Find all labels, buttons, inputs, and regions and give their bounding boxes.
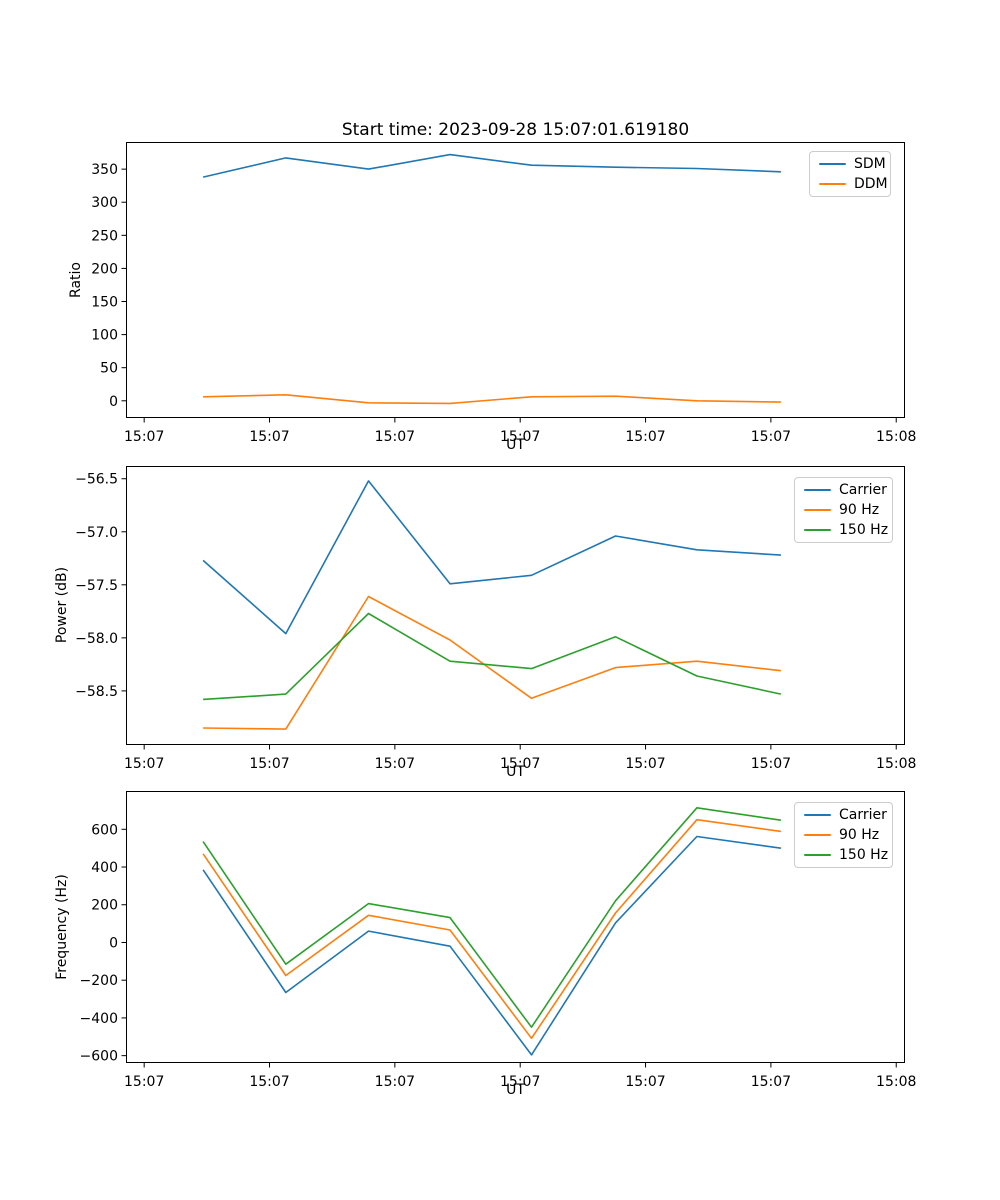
legend-label: Carrier <box>839 482 887 498</box>
x-tick-label: 15:07 <box>500 429 540 445</box>
y-tick-label: −56.5 <box>75 472 118 488</box>
legend-line-sample <box>804 509 831 511</box>
x-tick-label: 15:07 <box>625 756 665 772</box>
x-tick-label: 15:07 <box>124 429 164 445</box>
legend-entry: 90 Hz <box>795 827 892 843</box>
y-tick-label: −57.5 <box>75 578 118 594</box>
series-line-90-hz <box>203 595 781 730</box>
series-line-150-hz <box>202 806 782 1028</box>
legend-entry: 150 Hz <box>795 847 892 863</box>
legend-line-sample <box>804 489 831 491</box>
legend-entry: SDM <box>810 156 890 172</box>
y-tick-label: −57.0 <box>75 525 118 541</box>
y-axis-label: Power (dB) <box>54 566 70 644</box>
y-tick-label: 200 <box>91 898 118 914</box>
y-tick-label: 100 <box>91 328 118 344</box>
x-tick-label: 15:07 <box>124 1074 164 1090</box>
y-tick-label: 50 <box>100 361 118 377</box>
y-tick-label: 400 <box>91 860 118 876</box>
x-axis-label: UT <box>506 764 525 780</box>
x-tick-label: 15:07 <box>375 1074 415 1090</box>
x-tick-label: 15:07 <box>751 429 791 445</box>
x-tick-label: 15:07 <box>751 1074 791 1090</box>
legend-line-sample <box>804 834 831 836</box>
legend-label: DDM <box>854 176 888 192</box>
y-tick-label: 600 <box>91 822 118 838</box>
y-tick-label: 150 <box>91 295 118 311</box>
legend-entry: Carrier <box>795 482 892 498</box>
plot-area: 15:07 15:07 15:07 15:07 15:07 15:07 15:08 0 50 10… <box>91 142 916 445</box>
x-axis-label: UT <box>506 437 525 453</box>
series-line-90-hz <box>202 818 782 1040</box>
y-tick-label: 250 <box>91 228 118 244</box>
x-tick-label: 15:07 <box>249 756 289 772</box>
legend-entry: Carrier <box>795 807 892 823</box>
plot-area: 15:07 15:07 15:07 15:07 15:07 15:07 15:08 −56.5… <box>75 466 916 772</box>
x-tick-label: 15:07 <box>500 756 540 772</box>
legend: SDM DDM <box>809 151 891 197</box>
legend-label: 90 Hz <box>839 827 880 843</box>
legend: Carrier 90 Hz 150 Hz <box>794 477 893 543</box>
legend-line-sample <box>804 854 831 856</box>
series-line-150-hz <box>203 612 782 701</box>
x-tick-label: 15:07 <box>375 429 415 445</box>
axes-frame <box>126 142 905 418</box>
x-tick-label: 15:07 <box>249 1074 289 1090</box>
y-tick-label: 0 <box>109 935 118 951</box>
y-tick-label: 300 <box>91 195 118 211</box>
legend-line-sample <box>804 814 831 816</box>
x-axis-label: UT <box>506 1082 525 1098</box>
legend: Carrier 90 Hz 150 Hz <box>794 802 893 868</box>
y-tick-label: 0 <box>109 394 118 410</box>
series-line-carrier <box>202 480 781 635</box>
legend-label: 150 Hz <box>839 847 889 863</box>
legend-line-sample <box>819 163 846 165</box>
figure-title: Start time: 2023-09-28 15:07:01.619180 <box>341 120 690 140</box>
series-line-sdm <box>202 153 781 178</box>
x-tick-label: 15:07 <box>751 756 791 772</box>
x-tick-label: 15:07 <box>500 1074 540 1090</box>
x-tick-label: 15:07 <box>375 756 415 772</box>
y-tick-label: 200 <box>91 261 118 277</box>
y-tick-label: −400 <box>80 1011 118 1027</box>
y-tick-label: 350 <box>91 162 118 178</box>
legend-entry: 150 Hz <box>795 522 892 538</box>
series-line-ddm <box>203 394 781 405</box>
y-tick-label: −58.5 <box>75 684 118 700</box>
y-tick-label: −600 <box>80 1049 118 1065</box>
legend-entry: DDM <box>810 176 890 192</box>
plot-area: 15:07 15:07 15:07 15:07 15:07 15:07 15:08 600 40… <box>80 791 916 1090</box>
axes-frame <box>126 466 905 745</box>
axes-frame <box>126 791 905 1063</box>
x-tick-label: 15:07 <box>625 429 665 445</box>
legend-line-sample <box>804 529 831 531</box>
x-tick-label: 15:07 <box>625 1074 665 1090</box>
x-tick-label: 15:07 <box>249 429 289 445</box>
y-axis-label: Ratio <box>68 262 84 298</box>
legend-label: SDM <box>854 156 886 172</box>
y-axis-label: Frequency (Hz) <box>54 874 70 980</box>
y-tick-label: −58.0 <box>75 631 118 647</box>
legend-label: 90 Hz <box>839 502 880 518</box>
y-tick-label: −200 <box>80 973 118 989</box>
series-line-carrier <box>202 835 782 1056</box>
legend-line-sample <box>819 183 846 185</box>
x-tick-label: 15:08 <box>876 1074 916 1090</box>
legend-entry: 90 Hz <box>795 502 892 518</box>
legend-label: 150 Hz <box>839 522 889 538</box>
x-tick-label: 15:08 <box>876 429 916 445</box>
x-tick-label: 15:07 <box>124 756 164 772</box>
legend-label: Carrier <box>839 807 887 823</box>
x-tick-label: 15:08 <box>876 756 916 772</box>
